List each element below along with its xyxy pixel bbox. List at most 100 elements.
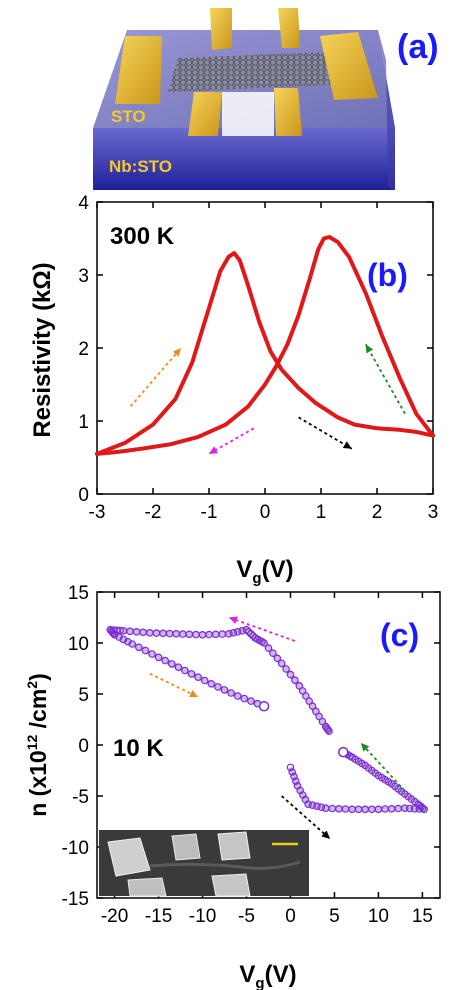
- data-point: [240, 694, 249, 703]
- data-point: [154, 653, 163, 662]
- y-tick-label: 5: [78, 685, 89, 706]
- contact-bottom-left: [188, 92, 222, 136]
- x-axis-label-c-main: V: [239, 961, 255, 988]
- arrow-head: [189, 690, 199, 698]
- data-point: [260, 639, 268, 647]
- arrow-head: [342, 441, 352, 449]
- data-point: [415, 805, 424, 813]
- data-point: [220, 686, 229, 694]
- data-point: [277, 659, 286, 668]
- contact-right: [320, 32, 378, 100]
- x-tick-label: 1: [316, 502, 327, 523]
- data-point: [233, 627, 242, 636]
- data-point: [308, 702, 317, 711]
- y-tick-label: 0: [78, 485, 89, 506]
- data-point: [194, 673, 202, 682]
- graphene-flake: [168, 52, 345, 92]
- sem-flake: [149, 860, 301, 870]
- data-point: [141, 646, 150, 655]
- y-axis-label-c-sup: 12: [24, 735, 40, 751]
- y-tick-label: 10: [68, 634, 89, 655]
- substrate-side-face: [93, 128, 395, 190]
- sem-electrode-1: [107, 837, 151, 877]
- data-point: [286, 670, 295, 679]
- y-tick-label: 3: [78, 266, 89, 287]
- data-point: [282, 665, 290, 673]
- data-point: [264, 644, 273, 652]
- series-trace-1: [107, 627, 333, 735]
- panel-label-c: (c): [380, 617, 419, 653]
- data-point: [290, 772, 298, 781]
- x-tick-label: -5: [238, 906, 255, 927]
- y-tick-label: 15: [68, 583, 89, 604]
- data-point: [187, 670, 196, 678]
- y-tick-label: 0: [78, 736, 89, 757]
- data-point: [233, 692, 242, 700]
- data-point: [318, 717, 327, 726]
- panel-label-b: (b): [367, 257, 408, 293]
- substrate-right-face: [378, 30, 395, 190]
- data-point: [181, 666, 189, 675]
- data-point: [242, 625, 251, 634]
- contact-left: [115, 36, 162, 104]
- sweep-direction-arrow: [208, 427, 255, 455]
- data-point: [291, 676, 299, 685]
- data-point: [302, 692, 310, 700]
- data-point: [207, 679, 216, 688]
- y-tick-label: 1: [78, 412, 89, 433]
- chart-c: -20 -15 -10 -5 0 5 10 15 -15 -10 -5 0 5 10 15 10 K (c)…: [24, 583, 441, 990]
- x-axis-label-c-unit: (V): [265, 961, 297, 988]
- x-axis-label-c: Vg(V): [239, 961, 296, 990]
- data-point: [174, 663, 183, 672]
- y-tick-label: 2: [78, 339, 89, 360]
- sweep-direction-arrow: [360, 742, 406, 792]
- sweep-direction-arrow: [365, 343, 406, 415]
- x-tick-label: 0: [285, 906, 296, 927]
- arrow-head: [228, 616, 238, 624]
- data-point: [168, 660, 176, 668]
- data-point: [315, 712, 323, 721]
- data-point: [325, 727, 333, 736]
- y-axis-label-b: Resistivity (kΩ): [29, 262, 56, 437]
- x-tick-label: 15: [412, 906, 433, 927]
- open-endpoint-marker: [338, 746, 349, 758]
- y-tick-label: -5: [72, 787, 89, 808]
- arrow-group-b: [129, 343, 406, 455]
- data-point: [128, 640, 137, 648]
- x-tick-label: 5: [329, 906, 340, 927]
- data-point: [405, 804, 414, 813]
- sem-electrode-5: [211, 873, 251, 897]
- x-tick-label: -20: [101, 906, 128, 927]
- data-point: [247, 629, 255, 638]
- panel-label-a: (a): [397, 28, 439, 66]
- layer-label-sto: STO: [111, 107, 146, 126]
- open-endpoint-marker: [258, 700, 270, 712]
- x-tick-label: -3: [89, 502, 106, 523]
- device-schematic: STO Nb:STO (a): [93, 8, 439, 190]
- data-point: [286, 763, 295, 772]
- data-point: [244, 627, 253, 636]
- axis-ticks-c: -20 -15 -10 -5 0 5 10 15 -15 -10 -5 0 5 10 15: [62, 583, 440, 927]
- data-point: [214, 683, 222, 691]
- sto-top-highlight: [222, 92, 274, 136]
- series-trace-2: [288, 749, 427, 812]
- data-point: [200, 676, 209, 685]
- data-point: [227, 689, 235, 697]
- series-group-c: [106, 625, 429, 814]
- y-tick-label: 4: [78, 193, 89, 214]
- sem-electrode-2: [171, 833, 201, 861]
- sweep-direction-arrow: [149, 672, 199, 698]
- y-axis-label-c-sup2: 2: [24, 681, 40, 689]
- arrow-head: [209, 446, 218, 454]
- x-tick-label: 3: [428, 502, 439, 523]
- y-tick-label: -15: [62, 889, 89, 910]
- x-tick-label: -15: [145, 906, 172, 927]
- data-point: [313, 802, 321, 811]
- axis-ticks-b: -3 -2 -1 0 1 2 3 0 1 2 3 4: [78, 193, 438, 523]
- series-line-1: [95, 251, 435, 456]
- series-group-b: [95, 235, 435, 456]
- data-point: [225, 629, 233, 638]
- data-point: [273, 654, 282, 663]
- data-point: [311, 707, 320, 716]
- x-axis-label-c-sub: g: [255, 975, 264, 990]
